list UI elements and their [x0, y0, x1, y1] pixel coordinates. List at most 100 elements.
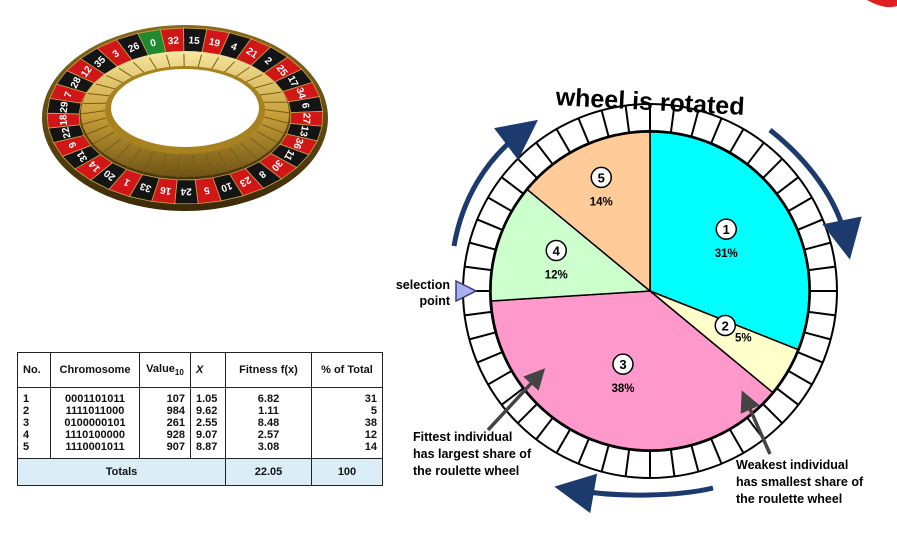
wheel-slot-divider — [797, 351, 824, 364]
wheel-segment-badge-3 — [612, 353, 634, 375]
roulette-spoke — [252, 82, 274, 90]
cell-x: 1.05 — [190, 387, 226, 405]
wheel-slot-divider — [804, 331, 831, 341]
wheel-slot-divider — [776, 387, 799, 406]
header-chromosome: Chromosome — [50, 352, 140, 388]
wheel-segment-percent: 14% — [590, 196, 613, 208]
fittest-label-line2: has largest share of — [413, 447, 532, 461]
corner-decoration — [867, 0, 897, 8]
table-row: 3 0100000101 261 2.55 8.48 38 — [17, 417, 383, 429]
wheel-segment-percent: 12% — [545, 270, 568, 282]
wheel-segment-id: 2 — [722, 319, 729, 334]
header-value-text: Value — [146, 362, 175, 375]
wheel-slot-divider — [624, 105, 631, 133]
wheel-slot-divider — [577, 438, 590, 465]
wheel-slot-divider — [746, 142, 765, 165]
roulette-spoke — [127, 148, 142, 169]
roulette-spoke — [113, 143, 131, 162]
cell-percent: 5 — [311, 405, 383, 417]
table-row: 4 1110100000 928 9.07 2.57 12 — [17, 429, 383, 441]
header-x: X — [190, 352, 226, 388]
wheel-slot-divider — [710, 438, 723, 465]
wheel-slot-divider — [669, 105, 676, 133]
wheel-segments — [490, 131, 810, 451]
roulette-spoke — [101, 138, 122, 154]
wheel-slot-divider — [464, 310, 492, 317]
roulette-spoke — [218, 151, 230, 173]
roulette-spoke — [261, 123, 285, 135]
wheel-slot-divider — [776, 176, 799, 195]
wheel-slot-divider — [517, 403, 538, 424]
wheel-slot-divider — [788, 370, 813, 386]
wheel-segment-4 — [490, 188, 652, 302]
wheel-slot-divider — [710, 117, 723, 144]
roulette-number: 32 — [167, 35, 180, 47]
wheel-slot-divider — [501, 176, 524, 195]
roulette-spoke — [159, 154, 167, 177]
wheel-segment-id: 4 — [553, 244, 561, 259]
wheel-slot-divider — [487, 370, 512, 386]
roulette-number: 3 — [111, 48, 122, 60]
cell-fitness: 3.08 — [225, 441, 312, 459]
totals-fitness: 22.05 — [225, 458, 312, 486]
wheel-segment-id: 3 — [619, 357, 626, 372]
cell-chromosome: 1110001011 — [50, 441, 140, 459]
roulette-spoke — [142, 152, 154, 173]
roulette-number: 13 — [297, 124, 310, 138]
totals-label: Totals — [17, 458, 226, 486]
header-percent: % of Total — [311, 352, 383, 388]
cell-x: 9.07 — [190, 429, 226, 441]
wheel-slot-divider — [762, 158, 783, 179]
roulette-number: 23 — [237, 174, 252, 189]
wheel-slot-divider — [690, 445, 700, 472]
roulette-number: 28 — [69, 75, 84, 90]
cell-value: 984 — [139, 405, 191, 417]
roulette-spoke — [81, 117, 106, 125]
weakest-pointer-arrow — [740, 390, 772, 455]
wheel-segment-1 — [649, 131, 810, 351]
roulette-spoke — [244, 74, 263, 84]
roulette-pockets: 0 32 15 19 4 21225173462713361130823105241633… — [46, 27, 324, 205]
header-x-text: X — [196, 364, 204, 376]
roulette-number: 9 — [67, 140, 79, 150]
cell-no: 1 — [17, 387, 51, 405]
header-no: No. — [17, 352, 51, 388]
rotation-arrow-bottom — [554, 473, 714, 514]
table-row: 2 1111011000 984 9.62 1.11 5 — [17, 405, 383, 417]
cell-x: 2.55 — [190, 417, 226, 429]
fittest-label-line3: the roulette wheel — [413, 464, 519, 478]
roulette-spoke — [249, 137, 270, 153]
wheel-slot-divider — [690, 110, 700, 137]
wheel-segment-percent: 5% — [735, 333, 752, 345]
selection-point-pointer — [455, 279, 478, 303]
cell-chromosome: 1110100000 — [50, 429, 140, 441]
cell-chromosome: 0100000101 — [50, 417, 140, 429]
roulette-number: 16 — [159, 184, 172, 197]
roulette-number: 19 — [208, 37, 222, 50]
roulette-spoke — [148, 57, 158, 71]
roulette-number: 17 — [285, 74, 300, 89]
wheel-segment-id: 5 — [598, 170, 605, 185]
table-row: 5 1110001011 907 8.87 3.08 14 — [17, 441, 383, 459]
roulette-spoke — [176, 155, 180, 178]
roulette-spoke — [132, 61, 146, 75]
roulette-spoke — [118, 67, 135, 79]
roulette-spoke — [85, 124, 109, 136]
roulette-number: 2 — [262, 55, 274, 67]
cell-chromosome: 1111011000 — [50, 405, 140, 417]
wheel-slot-divider — [600, 445, 610, 472]
cell-no: 2 — [17, 405, 51, 417]
roulette-number: 34 — [293, 86, 307, 100]
roulette-number: 36 — [290, 136, 304, 151]
wheel-slot-divider — [729, 429, 745, 454]
roulette-number: 6 — [299, 102, 311, 109]
cell-x: 9.62 — [190, 405, 226, 417]
roulette-number: 4 — [229, 41, 239, 53]
wheel-slot-divider — [808, 265, 836, 272]
weakest-label-line2: has smallest share of — [736, 475, 864, 489]
roulette-number: 1 — [122, 175, 133, 188]
cell-fitness: 1.11 — [225, 405, 312, 417]
roulette-spoke — [106, 75, 125, 84]
wheel-slot-divider — [577, 117, 590, 144]
